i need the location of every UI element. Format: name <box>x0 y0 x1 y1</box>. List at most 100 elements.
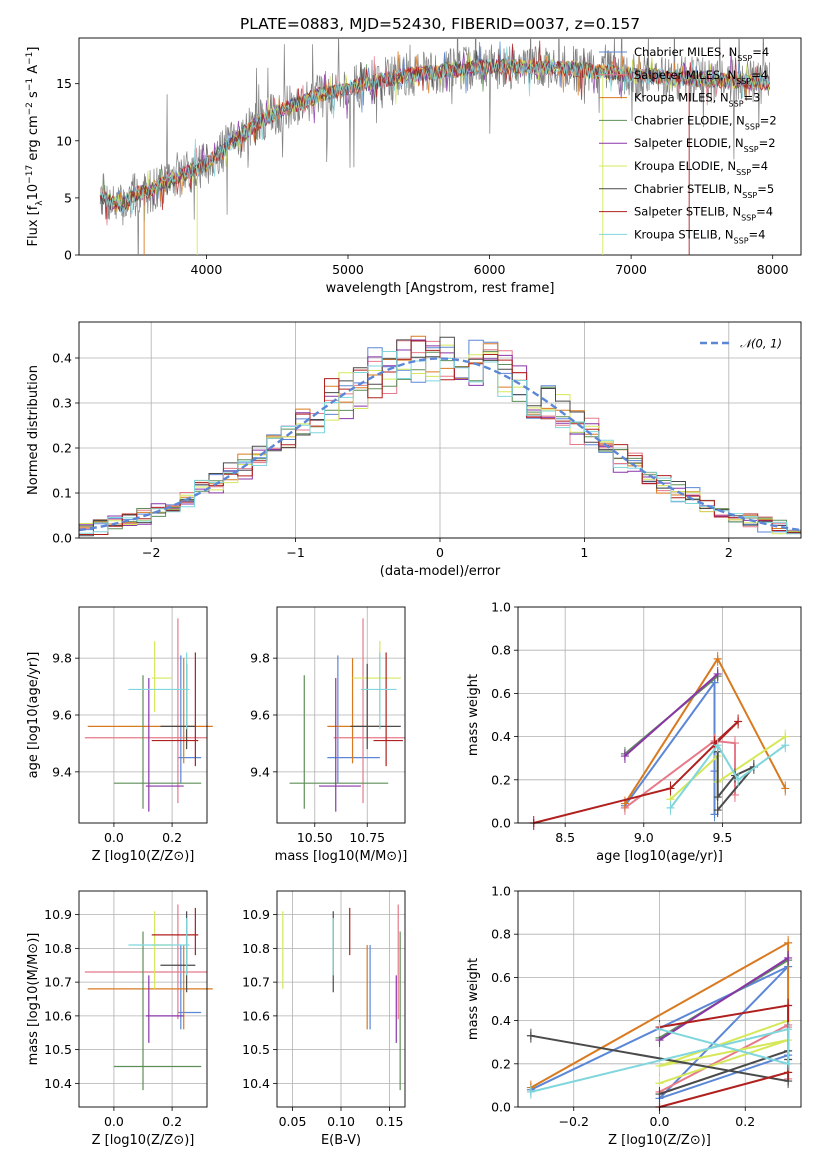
legend-label-text: Kroupa MILES, N <box>634 91 729 105</box>
residual-xlabel: (data-model)/error <box>380 564 501 579</box>
axes-frame <box>517 606 802 824</box>
residual-axes: −2 −1 0 1 2 0.0 0.1 0.2 0.3 0.4 <box>52 321 802 560</box>
spectrum-ylabel-part: −2 <box>25 102 35 115</box>
x-tick-label: 0.0 <box>104 830 124 845</box>
spectrum-lines <box>99 38 770 255</box>
y-tick-label: 0.4 <box>491 729 511 744</box>
legend-label-text: =4 <box>751 159 768 173</box>
x-tick-label: −2 <box>142 545 160 560</box>
x-tick-label: 8.5 <box>555 830 575 845</box>
ebv-mass-axes-marks <box>282 904 401 1091</box>
z-mass-xlabel: Z [log10(Z/Z⊙)] <box>92 1133 195 1148</box>
x-tick-label: −0.2 <box>559 1114 589 1129</box>
spectrum-xlabel: wavelength [Angstrom, rest frame] <box>326 281 555 296</box>
legend-label-text: =4 <box>751 68 768 82</box>
x-tick-label: 0.05 <box>279 1114 307 1129</box>
y-tick-label: 10.4 <box>242 1076 270 1091</box>
spectrum-ylabel-part: λ <box>35 200 45 206</box>
ssp-weight-line <box>624 673 719 757</box>
residual-histogram <box>79 351 801 535</box>
axes-frame <box>78 890 208 1108</box>
residual-histogram <box>79 336 801 537</box>
residual-axes-marks <box>78 335 802 537</box>
y-tick-label: 10.7 <box>44 975 72 990</box>
legend-label-text: Kroupa ELODIE, N <box>634 159 736 173</box>
x-tick-label: 1 <box>580 545 588 560</box>
ssp-weight-line <box>658 957 789 1041</box>
y-tick-label: 0.0 <box>491 816 511 831</box>
x-tick-label: −1 <box>286 545 304 560</box>
model-spectrum-line <box>99 46 770 222</box>
legend-label: Chabrier MILES, NSSP=4 <box>634 45 769 63</box>
legend-label-text: Chabrier STELIB, N <box>634 182 742 196</box>
spectrum-ylabel-part: Flux [f <box>26 205 41 246</box>
y-tick-label: 9.8 <box>52 651 72 666</box>
z-mass-axes: 0.0 0.2 10.4 10.5 10.6 10.7 10.8 10.9 <box>44 890 213 1129</box>
legend-label: Kroupa ELODIE, NSSP=4 <box>634 159 768 177</box>
y-tick-label: 0.0 <box>52 531 72 546</box>
ssp-weight-line <box>533 720 739 824</box>
ssp-weight-line <box>669 743 786 809</box>
z-mass-axes-marks <box>84 904 213 1091</box>
y-tick-label: 0.4 <box>52 351 72 366</box>
y-tick-label: 10.6 <box>242 1008 270 1023</box>
residual-ylabel: Normed distribution <box>26 365 41 495</box>
y-tick-label: 0.0 <box>491 1100 511 1115</box>
legend-label: Kroupa STELIB, NSSP=4 <box>634 227 765 245</box>
spectrum-ylabel-part: ] <box>26 47 41 52</box>
y-tick-label: 0.6 <box>491 686 511 701</box>
y-tick-label: 0.2 <box>491 772 511 787</box>
z-weight-axes-marks <box>526 935 793 1114</box>
x-tick-label: 0.15 <box>376 1114 404 1129</box>
spectrum-ylabel-part: 10 <box>26 184 41 201</box>
legend-label-sub: SSP <box>734 236 749 245</box>
age-weight-axes-marks <box>529 651 790 830</box>
axes-frame <box>78 606 208 824</box>
legend-label-text: =4 <box>749 227 766 241</box>
legend-label: Chabrier STELIB, NSSP=5 <box>634 182 774 200</box>
legend-label: Salpeter ELODIE, NSSP=2 <box>634 136 776 154</box>
legend-label-sub: SSP <box>744 145 759 154</box>
legend-label-text: Salpeter MILES, N <box>634 68 736 82</box>
mass-age-axes: 10.50 10.75 9.4 9.6 9.8 <box>250 606 406 845</box>
model-spectrum-line <box>99 40 770 220</box>
x-tick-label: 0.2 <box>162 830 182 845</box>
legend-label-text: =3 <box>744 91 761 105</box>
legend-label-text: Kroupa STELIB, N <box>634 227 734 241</box>
y-tick-label: 1.0 <box>491 600 511 615</box>
y-tick-label: 9.6 <box>52 708 72 723</box>
legend-label-sub: SSP <box>742 190 757 199</box>
legend-label-text: =5 <box>757 182 774 196</box>
legend-label: Salpeter MILES, NSSP=4 <box>634 68 768 86</box>
legend-label-text: Salpeter ELODIE, N <box>634 136 744 150</box>
age-weight-ylabel: mass weight <box>466 674 481 756</box>
x-tick-label: 5000 <box>332 262 364 277</box>
spectrum-ylabel-part: A <box>26 65 41 78</box>
y-tick-label: 10.5 <box>44 1042 72 1057</box>
y-tick-label: 10.4 <box>44 1076 72 1091</box>
y-tick-label: 0.8 <box>491 927 511 942</box>
y-tick-label: 10.7 <box>242 975 270 990</box>
y-tick-label: 10.9 <box>242 907 270 922</box>
legend-label-text: =2 <box>759 136 776 150</box>
x-tick-label: 10.50 <box>297 830 333 845</box>
y-tick-label: 10.8 <box>44 941 72 956</box>
x-tick-label: 0.2 <box>735 1114 755 1129</box>
axes-frame <box>276 606 406 824</box>
legend-label-text: Chabrier MILES, N <box>634 45 737 59</box>
y-tick-label: 0.2 <box>491 1056 511 1071</box>
spectrum-ylabel-part: −1 <box>25 78 35 91</box>
spectrum-ylabel-part: −1 <box>25 52 35 65</box>
legend-label-sub: SSP <box>736 168 751 177</box>
x-tick-label: 9.5 <box>712 830 732 845</box>
z-age-axes: 0.0 0.2 9.4 9.6 9.8 <box>52 606 213 845</box>
spectrum-ylabel-part: s <box>26 91 41 102</box>
x-tick-label: 0.2 <box>162 1114 182 1129</box>
spectrum-axes: 4000 5000 6000 7000 8000 0 5 10 15 <box>56 37 802 277</box>
legend-label-sub: SSP <box>741 213 756 222</box>
y-tick-label: 5 <box>64 190 72 205</box>
x-tick-label: 9.0 <box>634 830 654 845</box>
x-tick-label: 8000 <box>757 262 789 277</box>
